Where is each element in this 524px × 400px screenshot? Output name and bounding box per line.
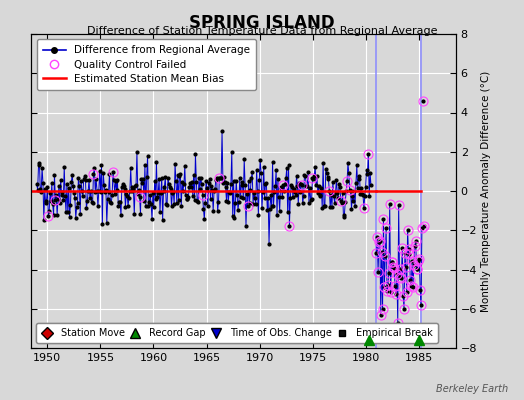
Legend: Station Move, Record Gap, Time of Obs. Change, Empirical Break: Station Move, Record Gap, Time of Obs. C…: [36, 324, 438, 343]
Text: SPRING ISLAND: SPRING ISLAND: [189, 14, 335, 32]
Y-axis label: Monthly Temperature Anomaly Difference (°C): Monthly Temperature Anomaly Difference (…: [482, 70, 492, 312]
Text: Berkeley Earth: Berkeley Earth: [436, 384, 508, 394]
Text: Difference of Station Temperature Data from Regional Average: Difference of Station Temperature Data f…: [87, 26, 437, 36]
